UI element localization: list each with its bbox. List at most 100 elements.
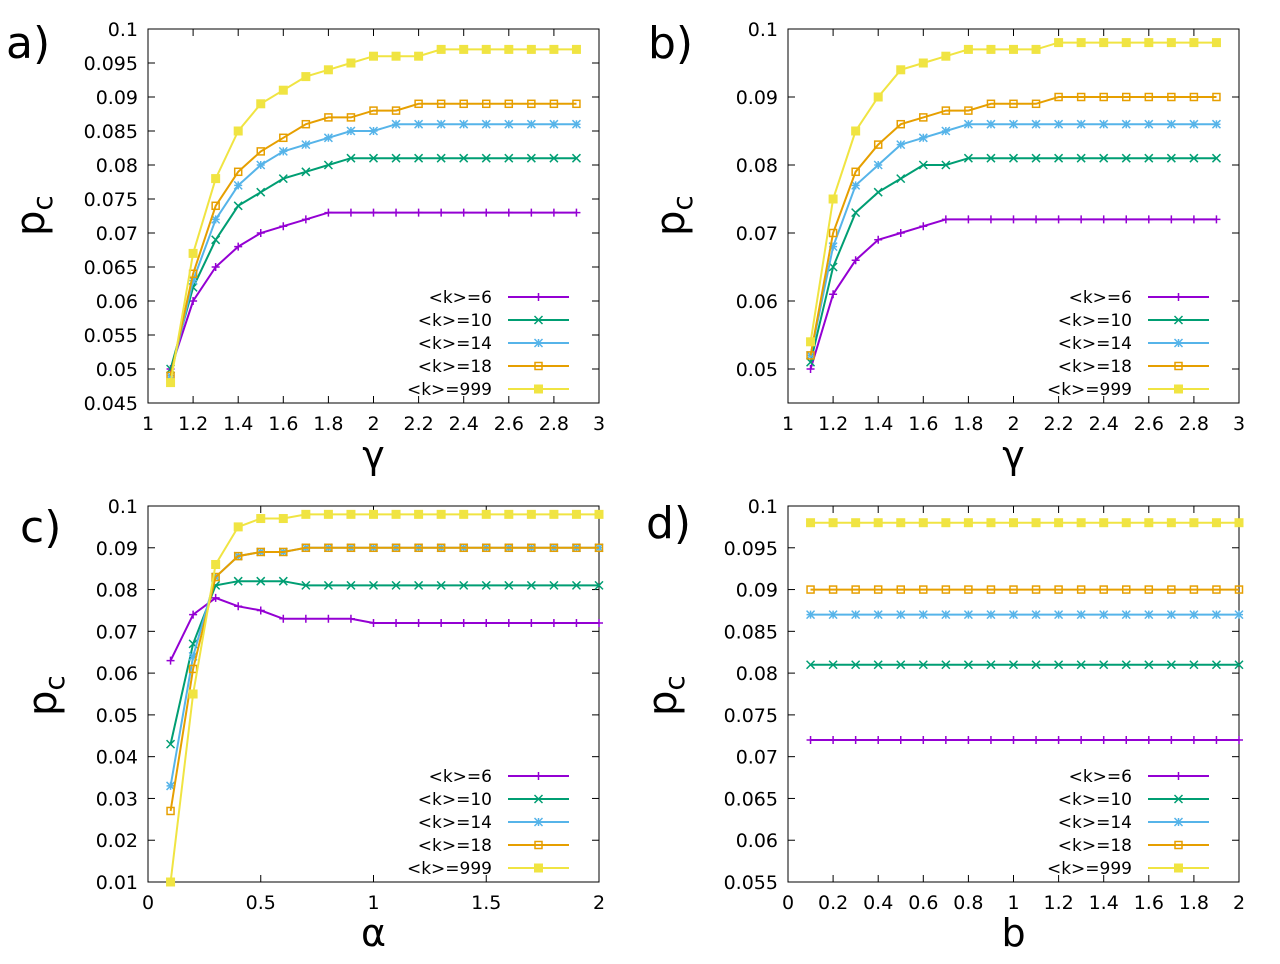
y-tick-label: 0.01 bbox=[96, 872, 138, 894]
data-point bbox=[504, 208, 513, 217]
data-point bbox=[1054, 735, 1063, 744]
data-point bbox=[323, 133, 333, 143]
data-point bbox=[504, 618, 513, 627]
y-tick-label: 0.07 bbox=[736, 747, 778, 769]
data-point bbox=[414, 51, 424, 61]
y-tick-label: 0.09 bbox=[96, 538, 138, 560]
data-point bbox=[324, 543, 333, 553]
legend-label: <k>=14 bbox=[1058, 334, 1132, 354]
data-point bbox=[1211, 660, 1221, 670]
y-tick-label: 0.07 bbox=[736, 223, 778, 245]
y-tick-label: 0.095 bbox=[724, 538, 778, 560]
x-tick-label: 2.4 bbox=[449, 413, 479, 435]
data-point bbox=[851, 518, 861, 528]
data-point bbox=[301, 614, 310, 623]
data-point bbox=[1235, 735, 1243, 744]
data-point bbox=[851, 208, 861, 218]
data-point bbox=[279, 614, 288, 623]
series-line bbox=[169, 157, 577, 370]
data-point bbox=[256, 147, 265, 156]
data-point bbox=[828, 610, 838, 620]
series-a-3 bbox=[166, 99, 581, 381]
series-c-2 bbox=[166, 543, 604, 791]
data-point bbox=[986, 735, 995, 744]
data-point bbox=[369, 543, 378, 553]
data-point bbox=[233, 180, 243, 190]
data-point bbox=[919, 222, 928, 231]
legend-marker bbox=[533, 817, 544, 827]
data-point bbox=[346, 543, 356, 553]
data-point bbox=[391, 509, 401, 519]
data-point bbox=[526, 44, 536, 54]
data-point bbox=[459, 509, 469, 519]
data-point bbox=[918, 518, 928, 528]
data-point bbox=[436, 509, 446, 519]
data-point bbox=[1031, 99, 1041, 109]
x-tick-label: 0.4 bbox=[863, 892, 893, 914]
data-point bbox=[1189, 119, 1199, 129]
data-point bbox=[482, 618, 491, 627]
data-point bbox=[572, 208, 581, 217]
data-point bbox=[504, 153, 514, 163]
data-point bbox=[323, 509, 333, 519]
data-point bbox=[896, 610, 906, 620]
legend-label: <k>=999 bbox=[1047, 859, 1132, 879]
y-tick-label: 0.1 bbox=[748, 496, 778, 518]
series-line bbox=[809, 218, 1217, 370]
data-point bbox=[256, 160, 266, 170]
legend-label: <k>=10 bbox=[1058, 311, 1132, 331]
legend-label: <k>=14 bbox=[418, 334, 492, 354]
data-point bbox=[1054, 215, 1063, 224]
data-point bbox=[1054, 153, 1064, 163]
data-point bbox=[346, 126, 356, 136]
data-point bbox=[851, 167, 860, 177]
x-axis-label: γ bbox=[1002, 433, 1025, 477]
y-tick-label: 0.08 bbox=[736, 663, 778, 685]
data-point bbox=[211, 235, 221, 245]
data-point bbox=[527, 208, 536, 217]
data-point bbox=[829, 290, 838, 299]
data-point bbox=[986, 44, 996, 54]
plot-frame-d bbox=[787, 505, 1240, 883]
data-point bbox=[1031, 518, 1041, 528]
y-tick-label: 0.1 bbox=[748, 19, 778, 41]
data-point bbox=[166, 656, 175, 665]
legend-marker bbox=[1174, 863, 1183, 873]
series-b-0 bbox=[806, 215, 1221, 373]
x-tick-label: 1.8 bbox=[953, 413, 983, 435]
data-point bbox=[504, 119, 514, 129]
data-point bbox=[1212, 92, 1221, 102]
data-point bbox=[549, 543, 559, 553]
data-point bbox=[941, 585, 951, 594]
data-point bbox=[346, 580, 356, 590]
data-point bbox=[1144, 38, 1154, 48]
data-point bbox=[414, 580, 424, 590]
y-tick-label: 0.06 bbox=[736, 291, 778, 313]
data-point bbox=[1099, 38, 1109, 48]
data-point bbox=[572, 618, 581, 627]
data-point bbox=[1008, 153, 1019, 163]
data-point bbox=[941, 51, 951, 61]
data-point bbox=[571, 509, 581, 519]
data-point bbox=[1054, 585, 1063, 594]
data-point bbox=[504, 580, 514, 590]
data-point bbox=[986, 518, 996, 528]
data-point bbox=[1076, 660, 1086, 670]
data-point bbox=[1031, 153, 1041, 163]
legend-marker bbox=[534, 384, 543, 394]
data-point bbox=[896, 65, 906, 75]
x-tick-label: 0.5 bbox=[246, 892, 276, 914]
x-tick-label: 1.6 bbox=[1134, 892, 1164, 914]
data-point bbox=[1008, 660, 1019, 670]
data-point bbox=[301, 140, 311, 150]
data-point bbox=[1144, 119, 1154, 129]
data-point bbox=[1166, 518, 1176, 528]
data-point bbox=[1144, 585, 1154, 594]
data-point bbox=[941, 610, 951, 620]
data-point bbox=[1211, 610, 1221, 620]
legend-label: <k>=6 bbox=[1069, 288, 1132, 308]
data-point bbox=[806, 350, 816, 360]
data-point bbox=[1167, 92, 1176, 102]
data-point bbox=[211, 263, 220, 271]
x-tick-label: 2.6 bbox=[1134, 413, 1164, 435]
